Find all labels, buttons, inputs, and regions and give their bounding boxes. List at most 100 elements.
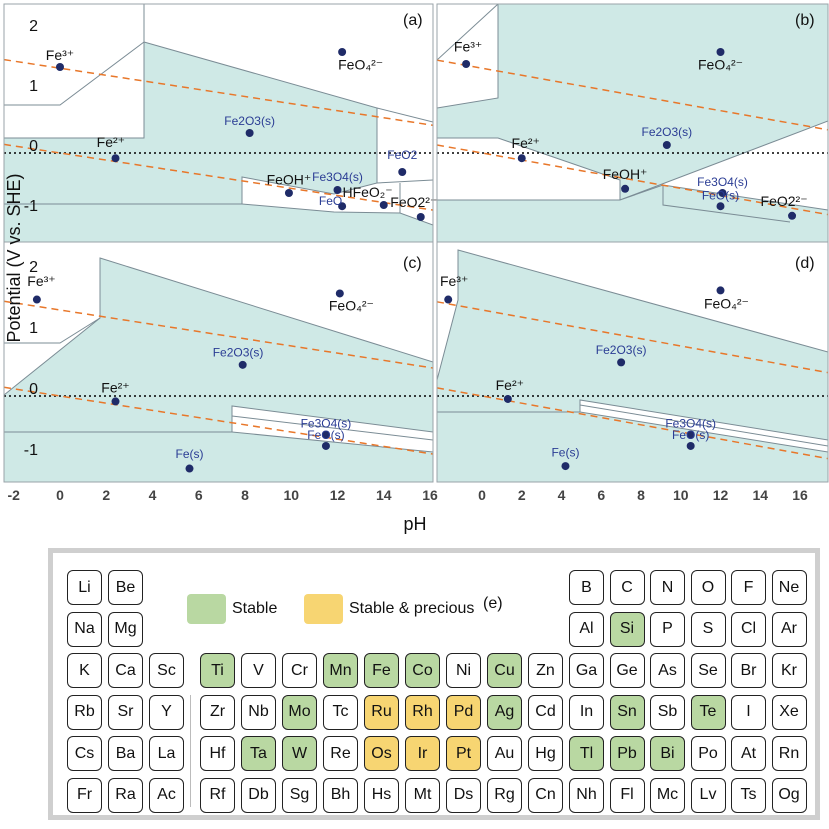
element-cell-os: Os (364, 736, 399, 771)
species-label-a-6: Fe3O4(s) (312, 170, 363, 184)
element-cell-ga: Ga (569, 653, 604, 688)
x-axis-title: pH (403, 514, 426, 534)
element-cell-ac: Ac (149, 777, 184, 813)
species-point-d-0 (444, 295, 453, 304)
species-point-b-3 (662, 141, 671, 149)
species-point-b-1 (517, 154, 526, 163)
x-tick-18: 16 (792, 487, 808, 503)
panel-c-frame (3, 241, 434, 483)
element-cell-ag: Ag (487, 694, 522, 730)
element-cell-mc: Mc (650, 777, 685, 813)
element-cell-p: P (650, 611, 685, 647)
species-label-b-7: FeO2²⁻ (761, 193, 808, 209)
y-tick-a-3: -1 (24, 198, 38, 215)
element-cell-po: Po (690, 736, 726, 771)
region-fe2o3-a (4, 41, 378, 205)
element-cell-mo: Mo (282, 694, 317, 730)
element-cell-db: Db (241, 777, 276, 813)
x-tick-8: 14 (376, 487, 392, 503)
y-tick-c-0: 2 (29, 259, 38, 276)
element-cell-ba: Ba (108, 736, 143, 771)
element-cell-in: In (569, 694, 604, 730)
x-tick-6: 10 (283, 487, 299, 503)
species-point-d-2 (716, 286, 725, 295)
species-label-d-4: Fe3O4(s) (665, 417, 716, 431)
element-cell-mg: Mg (108, 611, 143, 647)
species-point-c-4 (321, 430, 330, 439)
element-cell-sb: Sb (650, 694, 685, 730)
element-cell-cl: Cl (731, 611, 766, 647)
species-label-c-6: Fe(s) (176, 447, 204, 461)
species-point-a-5 (284, 189, 293, 197)
element-cell-au: Au (487, 736, 522, 771)
element-cell-ra: Ra (108, 777, 143, 813)
species-label-b-6: FeO(s) (702, 189, 739, 203)
element-cell-ts: Ts (731, 777, 766, 813)
species-point-c-6 (185, 464, 194, 473)
element-cell-cn: Cn (528, 777, 563, 813)
species-label-a-2: FeO₄²⁻ (338, 56, 383, 72)
species-label-c-4: Fe3O4(s) (301, 417, 352, 431)
x-tick-7: 12 (330, 487, 346, 503)
element-cell-og: Og (771, 777, 807, 813)
element-cell-ta: Ta (241, 736, 276, 771)
element-cell-bi: Bi (650, 736, 685, 771)
species-point-d-5 (686, 441, 695, 450)
lanthanide-divider (190, 695, 191, 807)
x-tick-10: 0 (478, 487, 486, 503)
region-fes-d (437, 411, 828, 482)
species-point-b-2 (716, 48, 725, 56)
element-cell-ni: Ni (446, 653, 481, 688)
species-label-a-0: Fe³⁺ (46, 47, 74, 63)
element-cell-i: I (731, 694, 766, 730)
x-tick-12: 4 (558, 487, 566, 503)
y-tick-c-2: 0 (29, 381, 38, 398)
element-cell-rn: Rn (771, 736, 807, 771)
species-label-a-8: FeO (319, 194, 342, 208)
species-point-b-6 (716, 202, 725, 211)
x-tick-5: 8 (241, 487, 249, 503)
species-point-d-4 (686, 430, 695, 439)
species-point-a-1 (111, 154, 120, 163)
species-label-b-3: Fe2O3(s) (641, 125, 692, 139)
element-cell-pd: Pd (446, 694, 481, 730)
species-point-b-5 (718, 189, 727, 197)
x-tick-4: 6 (195, 487, 203, 503)
species-label-d-2: FeO₄²⁻ (704, 296, 749, 312)
element-cell-te: Te (690, 694, 726, 730)
element-cell-hs: Hs (364, 777, 399, 813)
element-cell-nb: Nb (241, 694, 276, 730)
element-cell-pb: Pb (609, 736, 645, 771)
species-point-d-6 (561, 462, 570, 471)
species-label-d-6: Fe(s) (551, 445, 579, 459)
element-cell-cr: Cr (282, 653, 317, 688)
species-point-c-3 (238, 360, 247, 369)
panel-a-label: (a) (403, 12, 423, 29)
element-cell-rf: Rf (200, 777, 235, 813)
species-label-a-7: HFeO₂⁻ (342, 184, 392, 200)
element-cell-ru: Ru (364, 694, 399, 730)
element-cell-al: Al (569, 611, 604, 647)
x-tick-2: 2 (102, 487, 110, 503)
x-tick-0: -2 (8, 487, 21, 503)
species-point-a-7 (379, 201, 388, 209)
element-cell-f: F (731, 570, 766, 605)
panel-d-label: (d) (795, 255, 815, 272)
element-cell-nh: Nh (569, 777, 604, 813)
element-cell-zr: Zr (200, 694, 235, 730)
water-h2-line-c (3, 386, 434, 455)
element-cell-sc: Sc (149, 653, 184, 688)
species-label-a-9: FeO2²⁻ (390, 194, 437, 210)
x-tick-16: 12 (713, 487, 729, 503)
species-point-d-1 (503, 394, 512, 403)
species-label-c-2: FeO₄²⁻ (329, 298, 374, 314)
species-point-b-4 (621, 184, 630, 193)
species-label-a-5: FeOH⁺ (267, 172, 312, 188)
species-point-a-0 (56, 63, 64, 71)
element-cell-pt: Pt (446, 736, 481, 771)
species-label-b-5: Fe3O4(s) (697, 175, 748, 189)
element-cell-hf: Hf (200, 736, 235, 771)
element-cell-re: Re (323, 736, 358, 771)
element-cell-li: Li (67, 570, 102, 605)
